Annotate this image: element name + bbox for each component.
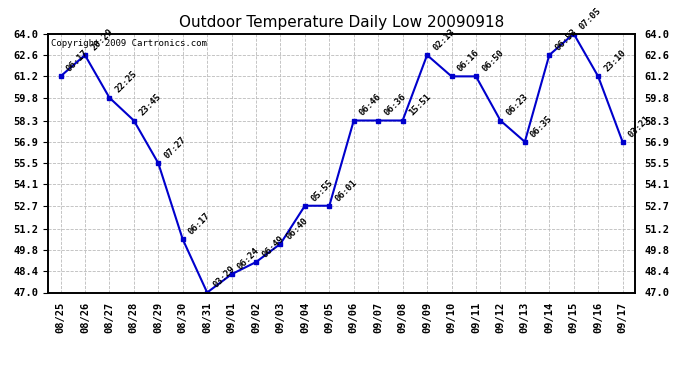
Text: 05:55: 05:55 — [309, 178, 335, 203]
Text: 06:40: 06:40 — [284, 216, 310, 241]
Text: 06:46: 06:46 — [358, 92, 384, 118]
Text: 06:23: 06:23 — [504, 92, 530, 118]
Text: 22:25: 22:25 — [114, 69, 139, 95]
Text: 20:29: 20:29 — [89, 27, 115, 52]
Text: 02:13: 02:13 — [431, 27, 457, 52]
Text: 06:53: 06:53 — [553, 27, 579, 52]
Text: 23:45: 23:45 — [138, 92, 164, 118]
Text: 07:27: 07:27 — [162, 135, 188, 160]
Text: 06:17: 06:17 — [187, 211, 213, 237]
Text: 06:16: 06:16 — [455, 48, 481, 74]
Text: 06:36: 06:36 — [382, 92, 408, 118]
Title: Outdoor Temperature Daily Low 20090918: Outdoor Temperature Daily Low 20090918 — [179, 15, 504, 30]
Text: 23:10: 23:10 — [602, 48, 628, 74]
Text: 06:49: 06:49 — [260, 234, 286, 259]
Text: Copyright 2009 Cartronics.com: Copyright 2009 Cartronics.com — [51, 39, 207, 48]
Text: 03:29: 03:29 — [211, 264, 237, 290]
Text: 06:24: 06:24 — [236, 246, 261, 272]
Text: 06:01: 06:01 — [333, 178, 359, 203]
Text: 03:21: 03:21 — [627, 114, 652, 139]
Text: 15:51: 15:51 — [407, 92, 432, 118]
Text: 06:50: 06:50 — [480, 48, 506, 74]
Text: 06:35: 06:35 — [529, 114, 554, 139]
Text: 07:05: 07:05 — [578, 6, 603, 31]
Text: 06:17: 06:17 — [65, 48, 90, 74]
